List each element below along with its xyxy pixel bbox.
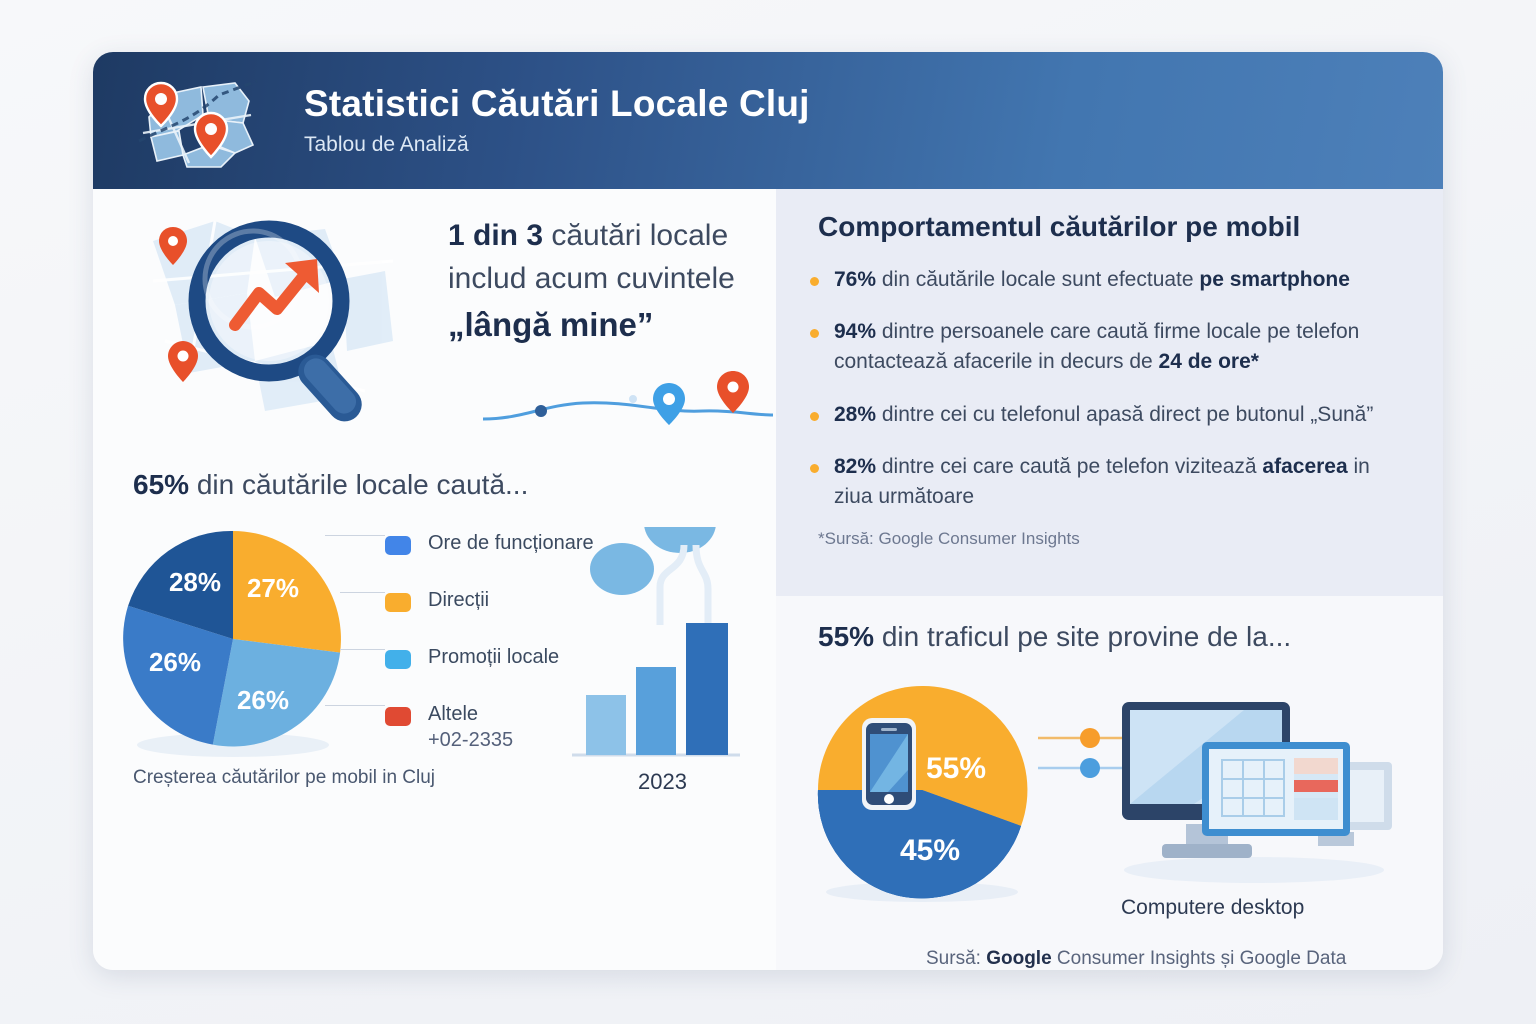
- hero-line1: căutări locale: [543, 219, 729, 252]
- legend-item: Ore de funcționare: [385, 531, 615, 588]
- route-line-with-pins: [483, 371, 773, 425]
- mobile-behavior-title: Comportamentul căutărilor pe mobil: [818, 211, 1301, 242]
- bullet-value: 82%: [834, 454, 877, 478]
- legend-leader-line: [340, 649, 385, 650]
- bullet-dot-icon: [810, 411, 819, 421]
- list-item: 76% din căutările locale sunt efectuate …: [810, 265, 1410, 295]
- legend-label: Direcții: [428, 589, 490, 611]
- smartphone-icon: [862, 718, 916, 810]
- infographic-card: Statistici Căutări Locale Cluj Tablou de…: [93, 52, 1443, 970]
- legend-label: Ore de funcționare: [428, 532, 594, 554]
- svg-text:45%: 45%: [900, 834, 960, 867]
- bullet-text: 94% dintre persoanele care caută firme l…: [834, 317, 1410, 377]
- svg-text:27%: 27%: [247, 573, 299, 603]
- search-intent-pie-chart: 27% 26% 26% 28%: [123, 530, 341, 757]
- bullet-value: 94%: [834, 320, 877, 344]
- svg-text:26%: 26%: [237, 685, 289, 715]
- traffic-title-rest: din traficul pe site provine de la...: [874, 621, 1292, 652]
- pie-legend: Ore de funcționare Direcții Promoții loc…: [385, 531, 615, 759]
- mobile-behavior-list: 76% din căutările locale sunt efectuate …: [810, 265, 1410, 534]
- traffic-panel: 55% din traficul pe site provine de la..…: [776, 596, 1443, 970]
- pie-panel: 65% din căutările locale caută... 27% 26: [93, 447, 776, 970]
- svg-text:55%: 55%: [926, 752, 986, 785]
- pie-title-rest: din căutările locale caută...: [189, 469, 529, 500]
- page-subtitle: Tablou de Analiză: [304, 132, 469, 156]
- bullet-text: 82% dintre cei care caută pe telefon viz…: [834, 452, 1410, 512]
- bullet-emphasis: afacerea: [1262, 454, 1348, 478]
- legend-label-group: Altele +02-2335: [428, 702, 513, 753]
- legend-swatch: [385, 707, 411, 726]
- bullet-value: 76%: [834, 268, 877, 291]
- bullet-dot-icon: [810, 329, 819, 339]
- list-item: 28% dintre cei cu telefonul apasă direct…: [810, 400, 1410, 430]
- header-text-group: Statistici Căutări Locale Cluj Tablou de…: [304, 84, 810, 157]
- legend-item: Direcții: [385, 588, 615, 645]
- bullet-body: din căutările locale sunt efectuate: [876, 268, 1200, 291]
- legend-leader-line: [325, 705, 385, 706]
- svg-text:26%: 26%: [149, 647, 201, 677]
- pie-panel-title: 65% din căutările locale caută...: [133, 469, 528, 501]
- connector-lines: [1038, 728, 1126, 778]
- bullet-text: 28% dintre cei cu telefonul apasă direct…: [834, 400, 1373, 430]
- magnifier-trend-map-icon: [152, 220, 394, 422]
- bullet-emphasis: 24 de ore*: [1158, 350, 1259, 374]
- bullet-value: 28%: [834, 402, 877, 426]
- bullet-dot-icon: [810, 277, 819, 286]
- bar-chart-caption: Creșterea căutărilor pe mobil in Cluj: [133, 767, 436, 788]
- bullet-body: dintre cei cu telefonul apasă direct pe …: [876, 402, 1374, 426]
- hero-line2: includ acum cuvintele: [448, 261, 735, 295]
- legend-leader-line: [340, 592, 385, 593]
- list-item: 94% dintre persoanele care caută firme l…: [810, 317, 1410, 377]
- legend-note: +02-2335: [428, 728, 514, 751]
- source-rest: Consumer Insights și Google Data: [1051, 948, 1347, 969]
- legend-swatch: [385, 536, 411, 555]
- page-title: Statistici Căutări Locale Cluj: [304, 83, 810, 125]
- legend-label: Altele: [428, 703, 479, 725]
- legend-item: Promoții locale: [385, 645, 615, 702]
- hero-lead: 1 din 3: [448, 219, 544, 252]
- bullet-body-tail: in ziua următoare: [834, 454, 1370, 509]
- pie-title-value: 65%: [133, 469, 190, 500]
- bullet-body: dintre cei care caută pe telefon vizitea…: [876, 454, 1263, 478]
- legend-label: Promoții locale: [428, 646, 560, 668]
- mobile-behavior-panel: Comportamentul căutărilor pe mobil 76% d…: [776, 189, 1443, 596]
- traffic-panel-title: 55% din traficul pe site provine de la..…: [818, 621, 1291, 653]
- bullet-dot-icon: [810, 463, 819, 473]
- hero-statement: 1 din 3 căutări locale includ acum cuvin…: [448, 215, 768, 349]
- traffic-source-note: Sursă: Google Consumer Insights și Googl…: [926, 948, 1346, 970]
- bullet-text: 76% din căutările locale sunt efectuate …: [834, 265, 1350, 295]
- legend-item: Altele +02-2335: [385, 702, 615, 759]
- source-prefix: Sursă:: [926, 948, 987, 969]
- source-note: *Sursă: Google Consumer Insights: [818, 529, 1080, 548]
- bar-chart-year-label: 2023: [638, 769, 687, 794]
- bullet-body: dintre persoanele care caută firme local…: [834, 320, 1360, 374]
- header-bar: Statistici Căutări Locale Cluj Tablou de…: [93, 52, 1443, 189]
- desktop-label: Computere desktop: [1121, 896, 1305, 919]
- desktop-monitor-icon: [1122, 702, 1392, 883]
- bullet-emphasis: pe smartphone: [1199, 268, 1350, 291]
- hero-panel: 1 din 3 căutări locale includ acum cuvin…: [93, 189, 776, 447]
- traffic-split-pie-chart: 55% 45%: [817, 685, 1028, 902]
- list-item: 82% dintre cei care caută pe telefon viz…: [810, 452, 1410, 512]
- legend-leader-line: [325, 535, 385, 536]
- content-grid: 1 din 3 căutări locale includ acum cuvin…: [93, 189, 1443, 970]
- source-brand: Google: [986, 948, 1052, 969]
- svg-text:28%: 28%: [169, 567, 221, 597]
- mobile-growth-bar-chart: [572, 527, 740, 757]
- hero-quote: „lângă mine”: [448, 306, 654, 344]
- map-pins-icon: [138, 79, 258, 168]
- legend-swatch: [385, 593, 411, 612]
- traffic-title-value: 55%: [818, 621, 875, 652]
- legend-swatch: [385, 650, 411, 669]
